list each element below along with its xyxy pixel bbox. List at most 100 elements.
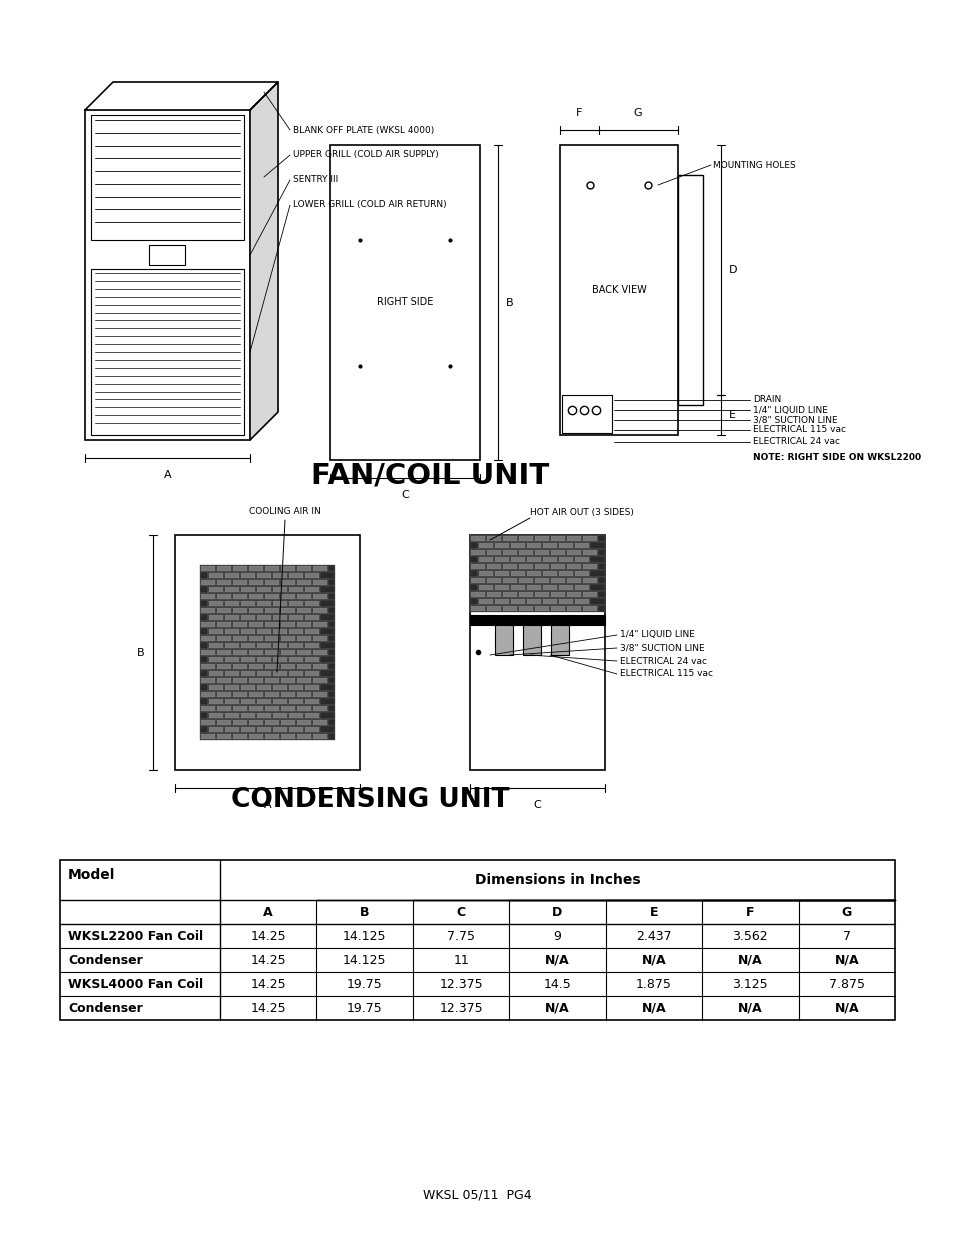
- Bar: [216, 720, 231, 725]
- Bar: [486, 536, 500, 541]
- Text: N/A: N/A: [834, 1002, 859, 1014]
- Text: N/A: N/A: [834, 953, 859, 967]
- Bar: [249, 566, 263, 571]
- Bar: [486, 578, 500, 583]
- Bar: [485, 592, 501, 598]
- Bar: [542, 571, 557, 576]
- Text: Condenser: Condenser: [68, 953, 143, 967]
- Bar: [265, 664, 278, 669]
- Bar: [328, 663, 335, 671]
- Bar: [319, 698, 335, 705]
- Bar: [255, 600, 272, 606]
- Bar: [551, 592, 564, 597]
- Bar: [273, 601, 287, 606]
- Bar: [280, 705, 295, 713]
- Bar: [264, 705, 280, 713]
- Bar: [495, 543, 509, 548]
- Bar: [272, 656, 288, 663]
- Bar: [535, 578, 548, 583]
- Bar: [471, 578, 484, 583]
- Bar: [328, 677, 335, 684]
- Text: WKSL4000 Fan Coil: WKSL4000 Fan Coil: [68, 977, 203, 990]
- Bar: [304, 600, 319, 606]
- Bar: [319, 600, 335, 606]
- Bar: [240, 698, 255, 705]
- Bar: [581, 535, 598, 542]
- Bar: [495, 571, 509, 576]
- Bar: [224, 600, 240, 606]
- Bar: [478, 557, 493, 562]
- Bar: [272, 713, 288, 719]
- Bar: [495, 625, 513, 655]
- Bar: [295, 692, 312, 698]
- Bar: [319, 713, 335, 719]
- Bar: [313, 636, 327, 641]
- Bar: [551, 606, 564, 611]
- Bar: [525, 598, 541, 605]
- Bar: [272, 585, 288, 593]
- Bar: [232, 650, 248, 656]
- Text: 2.437: 2.437: [636, 930, 671, 942]
- Bar: [225, 587, 239, 592]
- Bar: [273, 615, 287, 620]
- Bar: [494, 542, 510, 550]
- Bar: [264, 579, 280, 585]
- Bar: [305, 727, 318, 732]
- Bar: [565, 563, 581, 571]
- Bar: [312, 734, 328, 740]
- Bar: [208, 642, 224, 650]
- Text: 1/4" LIQUID LINE: 1/4" LIQUID LINE: [619, 631, 694, 640]
- Bar: [248, 719, 264, 726]
- Bar: [281, 720, 294, 725]
- Bar: [558, 557, 573, 562]
- Bar: [296, 734, 311, 739]
- Bar: [305, 671, 318, 676]
- Bar: [215, 593, 232, 600]
- Bar: [208, 614, 224, 621]
- Bar: [598, 592, 604, 598]
- Bar: [581, 563, 598, 571]
- Bar: [517, 535, 534, 542]
- Bar: [296, 636, 311, 641]
- Bar: [216, 636, 231, 641]
- Bar: [256, 713, 271, 718]
- Bar: [209, 587, 223, 592]
- Text: 12.375: 12.375: [438, 1002, 482, 1014]
- Bar: [295, 635, 312, 642]
- Bar: [249, 622, 263, 627]
- Text: HOT AIR OUT (3 SIDES): HOT AIR OUT (3 SIDES): [530, 508, 633, 516]
- Bar: [559, 144, 678, 435]
- Bar: [272, 671, 288, 677]
- Bar: [200, 629, 208, 635]
- Bar: [494, 556, 510, 563]
- Text: 14.25: 14.25: [250, 977, 286, 990]
- Bar: [550, 605, 565, 613]
- Bar: [201, 636, 214, 641]
- Text: ELECTRICAL 24 vac: ELECTRICAL 24 vac: [752, 437, 840, 447]
- Bar: [502, 578, 517, 583]
- Bar: [296, 594, 311, 599]
- Bar: [551, 550, 564, 555]
- Bar: [233, 622, 247, 627]
- Bar: [232, 579, 248, 585]
- Bar: [319, 629, 335, 635]
- Bar: [526, 543, 540, 548]
- Bar: [200, 671, 208, 677]
- Bar: [525, 584, 541, 592]
- Bar: [551, 564, 564, 569]
- Bar: [215, 677, 232, 684]
- Bar: [201, 678, 214, 683]
- Bar: [319, 642, 335, 650]
- Bar: [208, 726, 224, 734]
- Bar: [598, 563, 604, 571]
- Bar: [510, 584, 525, 592]
- Bar: [215, 606, 232, 614]
- Bar: [328, 650, 335, 656]
- Bar: [216, 734, 231, 739]
- Text: 7: 7: [841, 930, 850, 942]
- Bar: [281, 608, 294, 613]
- Bar: [240, 585, 255, 593]
- Bar: [582, 550, 597, 555]
- Bar: [225, 699, 239, 704]
- Bar: [249, 636, 263, 641]
